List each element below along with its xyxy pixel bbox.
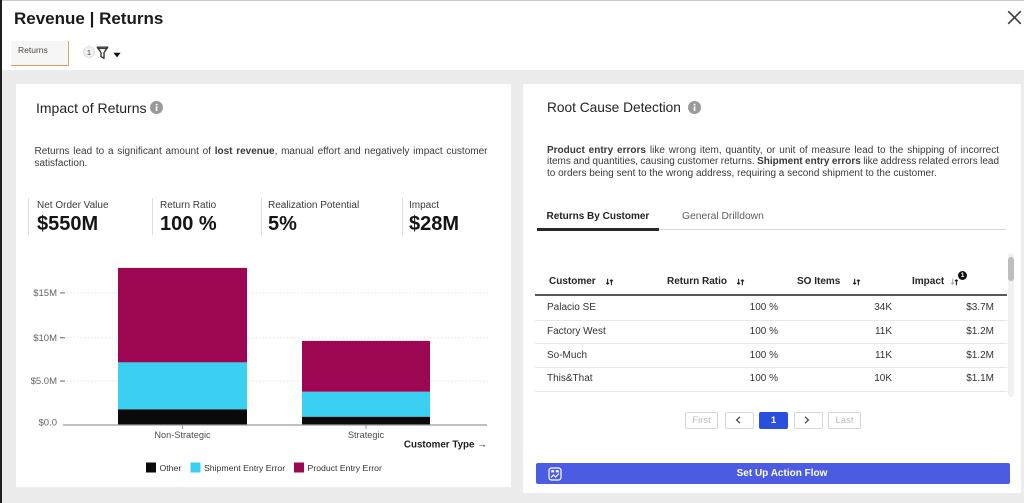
svg-text:Product Entry Error: Product Entry Error bbox=[308, 463, 382, 473]
svg-text:$15M: $15M bbox=[33, 288, 57, 299]
svg-text:Other: Other bbox=[160, 463, 182, 473]
svg-text:Non-Strategic: Non-Strategic bbox=[154, 430, 211, 440]
svg-text:$5.0M: $5.0M bbox=[31, 376, 57, 387]
svg-text:Strategic: Strategic bbox=[348, 430, 385, 440]
svg-text:Customer Type →: Customer Type → bbox=[404, 440, 487, 451]
svg-text:Shipment Entry Error: Shipment Entry Error bbox=[204, 463, 285, 473]
svg-text:$0.0: $0.0 bbox=[39, 417, 58, 428]
svg-text:$10M: $10M bbox=[33, 333, 57, 344]
